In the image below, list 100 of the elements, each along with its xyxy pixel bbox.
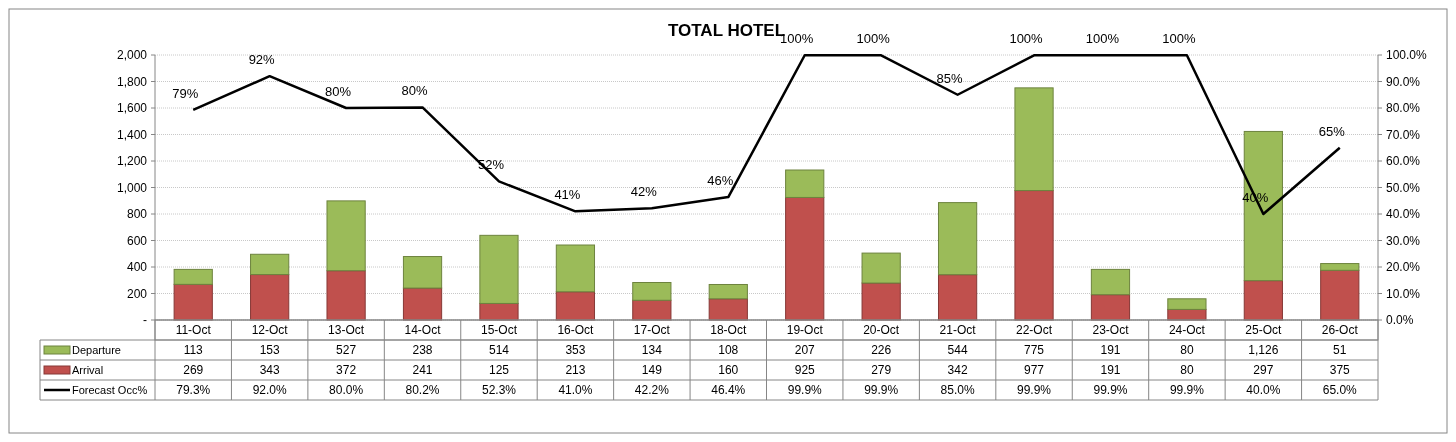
y-tick-label: 1,000	[116, 180, 148, 195]
x-tick-label: 23-Oct	[1092, 323, 1130, 338]
y2-tick-label: 60.0%	[1386, 154, 1421, 169]
x-tick-label: 18-Oct	[710, 323, 747, 338]
bar	[402, 287, 443, 321]
x-tick-label: 25-Oct	[1245, 323, 1283, 338]
bar	[555, 291, 596, 321]
y2-tick-label: 0.0%	[1386, 313, 1414, 328]
data-label: 238	[412, 343, 433, 358]
data-label: 65.0%	[1322, 383, 1358, 398]
bar	[326, 270, 366, 321]
x-tick-label: 13-Oct	[328, 323, 365, 338]
bar	[1014, 190, 1054, 321]
data-label: 51	[1333, 343, 1347, 358]
bar	[1320, 263, 1360, 271]
data-label: 80	[1180, 363, 1194, 378]
x-tick-label: 11-Oct	[175, 323, 212, 338]
data-label: 99.9%	[1017, 383, 1052, 398]
y-tick-label: 400	[126, 260, 148, 275]
annotation: 42%	[630, 184, 658, 200]
annotation: 41%	[554, 187, 581, 203]
data-label: 99.9%	[787, 383, 823, 398]
data-label: 160	[718, 363, 739, 378]
bar	[173, 268, 213, 285]
bar	[326, 200, 366, 272]
text: 100%	[780, 31, 814, 47]
text: 100%	[1085, 31, 1120, 47]
x-tick-label: 14-Oct	[404, 323, 442, 338]
x-tick-label: 12-Oct	[251, 323, 289, 338]
bar	[937, 202, 978, 276]
data-label: 925	[794, 363, 816, 378]
data-label: 46.4%	[711, 383, 746, 398]
y2-tick-label: 100.0%	[1386, 48, 1428, 63]
x-tick-label: 17-Oct	[633, 323, 671, 338]
data-label: 191	[1100, 343, 1121, 358]
data-label: 80	[1180, 343, 1194, 358]
data-label: 153	[259, 343, 280, 358]
bar	[250, 253, 290, 276]
x-tick-label: 21-Oct	[939, 323, 977, 338]
y-tick-label: 200	[126, 286, 148, 301]
data-label: 80.0%	[329, 383, 364, 398]
data-label: 375	[1329, 363, 1351, 378]
data-label: 353	[565, 343, 586, 358]
y2-tick-label: 90.0%	[1386, 74, 1421, 89]
bar	[1167, 298, 1207, 310]
annotation: 80%	[325, 84, 352, 99]
y-tick-label: 1,200	[116, 154, 148, 169]
legend-label: Arrival	[72, 363, 104, 376]
data-label: 52.3%	[481, 383, 517, 398]
data-label: 527	[336, 343, 357, 358]
y-tick-label: -	[143, 313, 147, 328]
data-label: 40.0%	[1246, 383, 1281, 398]
data-label: 79.3%	[176, 383, 211, 398]
legend-label: Departure	[72, 343, 121, 356]
annotation: 46%	[707, 173, 734, 189]
data-label: 279	[871, 363, 892, 378]
x-tick-label: 15-Oct	[480, 323, 518, 338]
y-tick-label: 800	[126, 207, 148, 222]
data-label: 372	[336, 363, 357, 378]
bar	[1090, 294, 1131, 321]
x-tick-label: 20-Oct	[863, 323, 900, 338]
y2-tick-label: 50.0%	[1386, 180, 1421, 195]
x-tick-label: 22-Oct	[1016, 323, 1053, 338]
annotation: 92%	[248, 52, 276, 68]
data-label: 297	[1253, 363, 1274, 378]
data-label: 134	[641, 343, 663, 358]
y-tick-label: 1,600	[116, 101, 148, 116]
bar	[1090, 268, 1131, 296]
bar	[555, 244, 596, 293]
y-tick-label: 1,800	[116, 74, 148, 89]
data-label: 99.9%	[1093, 383, 1128, 398]
x-tick-label: 16-Oct	[557, 323, 595, 338]
text: 100%	[856, 31, 891, 47]
bar	[861, 252, 901, 284]
bar	[1243, 280, 1283, 321]
data-label: 92.0%	[252, 383, 287, 398]
annotation: 65%	[1318, 123, 1346, 139]
annotation: 85%	[936, 70, 964, 86]
data-label: 514	[488, 343, 510, 358]
data-label: 99.9%	[864, 383, 899, 398]
data-label: 191	[1100, 363, 1121, 378]
bar	[785, 196, 825, 321]
y-tick-label: 2,000	[116, 48, 148, 63]
text: 100%	[1162, 31, 1196, 47]
data-label: 80.2%	[405, 383, 440, 398]
text: 100%	[1009, 31, 1044, 47]
data-label: 977	[1024, 363, 1045, 378]
y-tick-label: 600	[126, 233, 148, 248]
x-tick-label: 26-Oct	[1321, 323, 1359, 338]
bar	[479, 234, 519, 304]
data-label: 1,126	[1248, 343, 1279, 358]
y2-tick-label: 70.0%	[1386, 127, 1421, 142]
data-label: 41.0%	[558, 383, 593, 398]
data-label: 241	[412, 363, 433, 378]
data-label: 42.2%	[634, 383, 670, 398]
data-label: 149	[641, 363, 663, 378]
bar	[1320, 269, 1360, 321]
data-label: 775	[1024, 343, 1045, 358]
y2-tick-label: 10.0%	[1386, 286, 1421, 301]
bar	[708, 298, 748, 321]
